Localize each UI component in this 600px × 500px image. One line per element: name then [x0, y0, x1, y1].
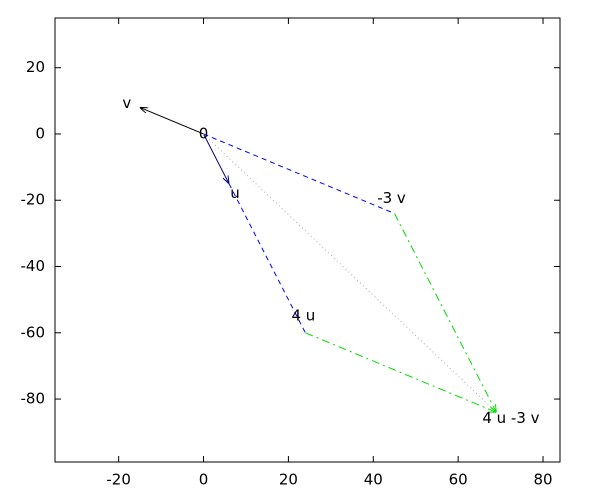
y-tick-label: 20 [26, 58, 45, 76]
point-label: 4 u [291, 306, 315, 324]
vector [140, 107, 204, 135]
x-tick-label: 20 [279, 471, 298, 489]
x-tick-label: -20 [106, 471, 131, 489]
x-tick-label: 80 [533, 471, 552, 489]
vector [203, 133, 395, 214]
x-tick-label: 60 [449, 471, 468, 489]
x-tick-label: 40 [364, 471, 383, 489]
vector [394, 213, 496, 412]
vector [203, 133, 229, 184]
y-tick-label: 0 [35, 124, 45, 142]
plot-frame [54, 17, 561, 463]
y-tick-label: -80 [21, 390, 46, 408]
vector [228, 183, 306, 334]
y-tick-label: -20 [21, 191, 46, 209]
point-label: -3 v [377, 189, 406, 207]
point-label: u [230, 184, 240, 202]
y-tick-label: -40 [21, 257, 46, 275]
point-label: 4 u -3 v [482, 409, 539, 427]
point-label: 0 [199, 124, 209, 142]
x-tick-label: 0 [199, 471, 209, 489]
vector [305, 332, 496, 413]
y-tick-label: -60 [21, 323, 46, 341]
point-label: v [122, 94, 131, 112]
vector [203, 133, 497, 413]
